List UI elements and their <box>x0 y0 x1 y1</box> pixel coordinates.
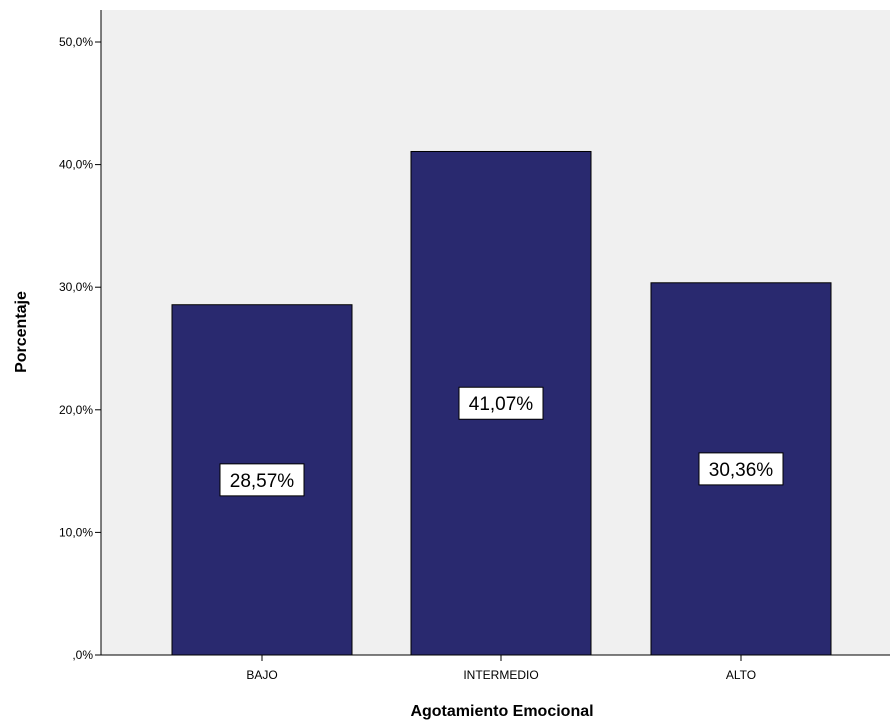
y-axis: ,0% 10,0% 20,0% 30,0% 40,0% 50,0% <box>59 10 102 662</box>
x-axis: BAJO INTERMEDIO ALTO <box>101 654 890 682</box>
x-tick-label: BAJO <box>246 668 277 682</box>
data-label-box <box>458 386 544 420</box>
data-label-box <box>219 463 305 497</box>
x-axis-title: Agotamiento Emocional <box>410 703 593 720</box>
data-label-intermedio: 41,07% <box>458 386 544 420</box>
data-label-box <box>698 452 784 486</box>
data-label-bajo: 28,57% <box>219 463 305 497</box>
y-tick-label: 40,0% <box>59 158 93 172</box>
x-tick-label: INTERMEDIO <box>463 668 538 682</box>
data-label-alto: 30,36% <box>698 452 784 486</box>
y-tick-label: ,0% <box>72 648 93 662</box>
y-tick-label: 50,0% <box>59 35 93 49</box>
data-label-text: 28,57% <box>230 471 295 492</box>
y-tick-label: 20,0% <box>59 403 93 417</box>
data-label-text: 30,36% <box>709 460 774 481</box>
data-label-text: 41,07% <box>469 394 534 415</box>
y-tick-label: 30,0% <box>59 280 93 294</box>
x-tick-label: ALTO <box>726 668 756 682</box>
y-tick-label: 10,0% <box>59 525 93 539</box>
data-labels-group: 28,57% 41,07% 30,36% <box>219 386 784 497</box>
y-axis-title: Porcentaje <box>13 291 30 373</box>
